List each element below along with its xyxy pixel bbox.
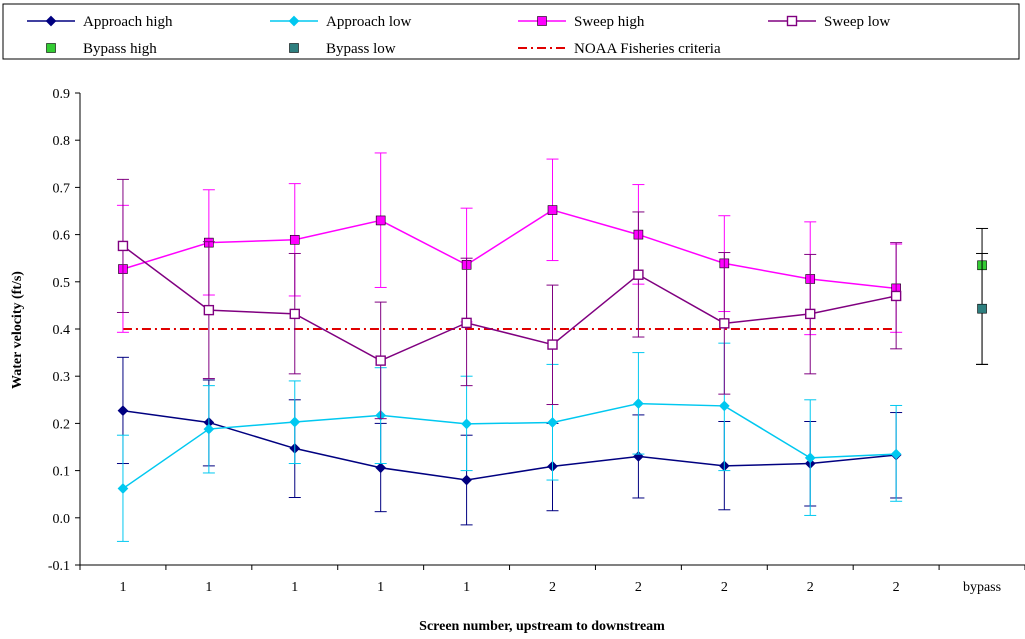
- legend-marker: [289, 43, 299, 53]
- data-point: [375, 355, 386, 366]
- data-point: [289, 416, 301, 428]
- series-line: [122, 245, 897, 362]
- data-point: [289, 308, 300, 320]
- approach-low-series: [116, 342, 903, 542]
- data-point: [117, 483, 129, 494]
- data-point: [719, 318, 730, 329]
- y-tick-label: 0.7: [53, 181, 71, 196]
- y-tick-label: 0.4: [53, 323, 71, 338]
- legend-marker: [45, 15, 57, 27]
- legend-label: Sweep high: [574, 14, 645, 30]
- data-point: [117, 405, 129, 417]
- legend-label: Approach low: [326, 14, 412, 30]
- data-point: [461, 474, 472, 486]
- approach-high-series: [116, 356, 903, 526]
- data-point: [289, 234, 300, 245]
- x-tick-label: 1: [463, 580, 470, 595]
- legend-label: Bypass low: [326, 41, 396, 57]
- x-tick-label: 2: [807, 580, 814, 595]
- data-point: [547, 205, 558, 215]
- data-point: [804, 452, 816, 464]
- data-point: [718, 400, 730, 412]
- y-tick-label: 0.9: [53, 87, 71, 102]
- legend-marker: [537, 16, 547, 26]
- series-line: [122, 409, 897, 481]
- data-point: [461, 317, 472, 329]
- bypass-low-series: [976, 252, 989, 365]
- data-point: [977, 303, 987, 314]
- x-tick-label: bypass: [963, 580, 1001, 595]
- legend-entry-approach-high: Approach high: [27, 14, 173, 30]
- y-tick-label: 0.3: [53, 370, 71, 385]
- y-tick-label: 0.2: [53, 417, 71, 432]
- x-tick-label: 1: [205, 580, 212, 595]
- legend-label: Bypass high: [83, 41, 157, 57]
- x-tick-label: 1: [119, 580, 126, 595]
- legend-entry-approach-low: Approach low: [270, 14, 412, 30]
- y-axis-label: Water velocity (ft/s): [10, 271, 25, 389]
- legend: Approach high Approach low Sweep high Sweep…: [2, 3, 1020, 60]
- legend-marker: [786, 15, 798, 27]
- data-point: [547, 417, 558, 428]
- y-tick-label: -0.1: [48, 559, 70, 574]
- legend-entry-sweep-high: Sweep high: [518, 14, 645, 30]
- data-point: [633, 269, 644, 280]
- data-point: [203, 423, 215, 435]
- data-point: [805, 308, 816, 320]
- sweep-low-series: [116, 178, 903, 420]
- x-tick-label: 2: [721, 580, 728, 595]
- data-point: [633, 398, 644, 409]
- plot-area: -0.1 0.0 0.1 0.2 0.3 0.4 0.5 0.6 0.7 0.8 0.9 1 1 1 1 1 2…: [48, 87, 1025, 595]
- data-point: [375, 462, 387, 474]
- data-point: [890, 448, 902, 460]
- legend-entry-bypass-high: Bypass high: [46, 41, 157, 57]
- legend-label: Approach high: [83, 14, 173, 30]
- y-tick-label: 0.8: [53, 134, 71, 149]
- data-point: [547, 339, 558, 350]
- legend-entry-noaa-fisheries-criteria: NOAA Fisheries criteria: [518, 41, 721, 57]
- series-line: [122, 209, 897, 290]
- x-tick-label: 2: [893, 580, 900, 595]
- x-tick-label: 2: [635, 580, 642, 595]
- data-point: [461, 418, 472, 430]
- data-point: [375, 215, 386, 226]
- legend-label: NOAA Fisheries criteria: [574, 41, 721, 57]
- y-tick-label: 0.0: [53, 512, 71, 527]
- legend-box: [2, 3, 1020, 60]
- y-tick-label: 0.1: [53, 465, 71, 480]
- data-point: [203, 304, 215, 316]
- legend-marker: [46, 43, 56, 53]
- y-tick-label: 0.6: [53, 229, 71, 244]
- legend-label: Sweep low: [824, 14, 890, 30]
- y-tick-label: 0.5: [53, 276, 71, 291]
- data-point: [890, 290, 902, 302]
- sweep-high-series: [116, 152, 903, 336]
- legend-entry-bypass-low: Bypass low: [289, 41, 396, 57]
- legend-entry-sweep-low: Sweep low: [768, 14, 890, 30]
- x-axis-label: Screen number, upstream to downstream: [419, 619, 665, 634]
- series-line: [122, 402, 897, 490]
- x-tick-label: 1: [377, 580, 384, 595]
- x-tick-label: 2: [549, 580, 556, 595]
- x-tick-label: 1: [291, 580, 298, 595]
- legend-marker: [288, 15, 300, 27]
- data-point: [117, 240, 129, 252]
